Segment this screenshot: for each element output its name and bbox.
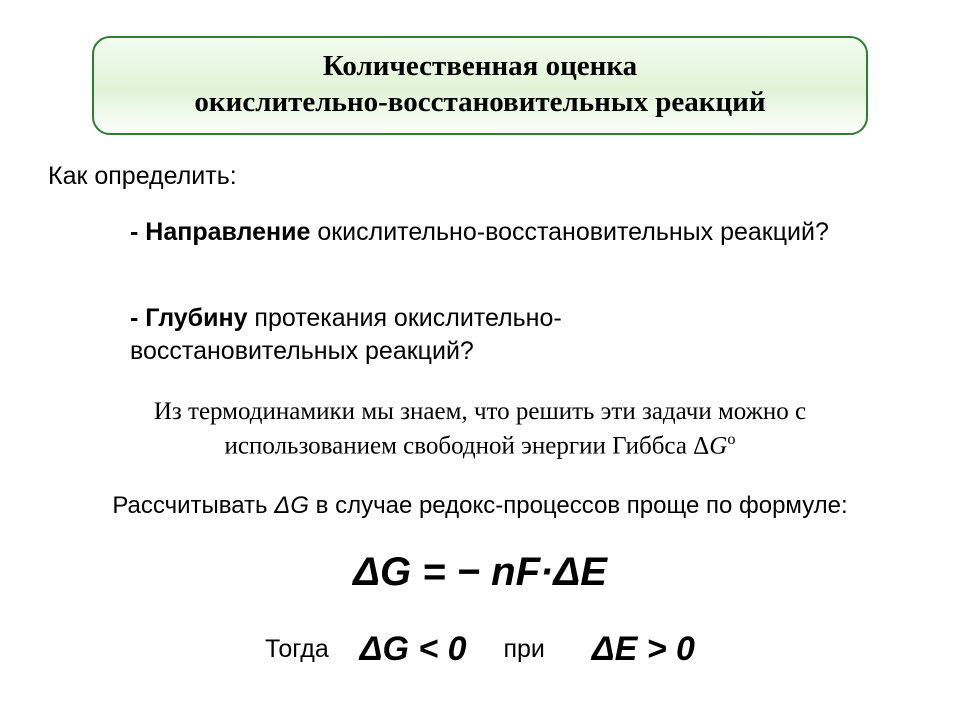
thermo-sup: o (727, 430, 735, 448)
question-2: - Глубину протекания окислительно- восст… (130, 302, 890, 367)
cond-left: ΔG < 0 (360, 630, 467, 668)
cond-mid: при (503, 635, 544, 663)
thermo-G: G (709, 432, 727, 459)
formula-row: ΔG = − nF·ΔE (0, 550, 960, 595)
formula-main: ΔG = − nF·ΔE (353, 550, 607, 594)
title-line-1: Количественная оценка (108, 48, 852, 84)
calc-dG: ΔG (274, 492, 309, 519)
calc-statement: Рассчитывать ΔG в случае редокс-процессо… (0, 490, 960, 521)
calc-prefix: Рассчитывать (112, 492, 274, 519)
thermo-line-a: Из термодинамики мы знаем, что решить эт… (154, 398, 806, 425)
q2-rest-a: протекания окислительно- (247, 304, 561, 332)
condition-row: Тогда ΔG < 0 при ΔE > 0 (0, 630, 960, 669)
q1-bold: - Направление (130, 218, 310, 246)
q1-rest: окислительно-восстановительных реакций? (310, 218, 829, 246)
calc-suffix: в случае редокс-процессов проще по форму… (309, 492, 848, 519)
q2-bold: - Глубину (130, 304, 247, 332)
then-label: Тогда (265, 635, 329, 663)
cond-right: ΔE > 0 (592, 630, 695, 668)
slide: Количественная оценка окислительно-восст… (0, 0, 960, 720)
q2-rest-b: восстановительных реакций? (130, 337, 474, 365)
question-1: - Направление окислительно-восстановител… (130, 216, 890, 249)
thermo-note: Из термодинамики мы знаем, что решить эт… (0, 396, 960, 462)
title-box: Количественная оценка окислительно-восст… (92, 36, 868, 135)
intro-text: Как определить: (48, 160, 237, 193)
thermo-line-b-prefix: использованием свободной энергии Гиббса … (225, 432, 710, 459)
title-line-2: окислительно-восстановительных реакций (108, 84, 852, 120)
